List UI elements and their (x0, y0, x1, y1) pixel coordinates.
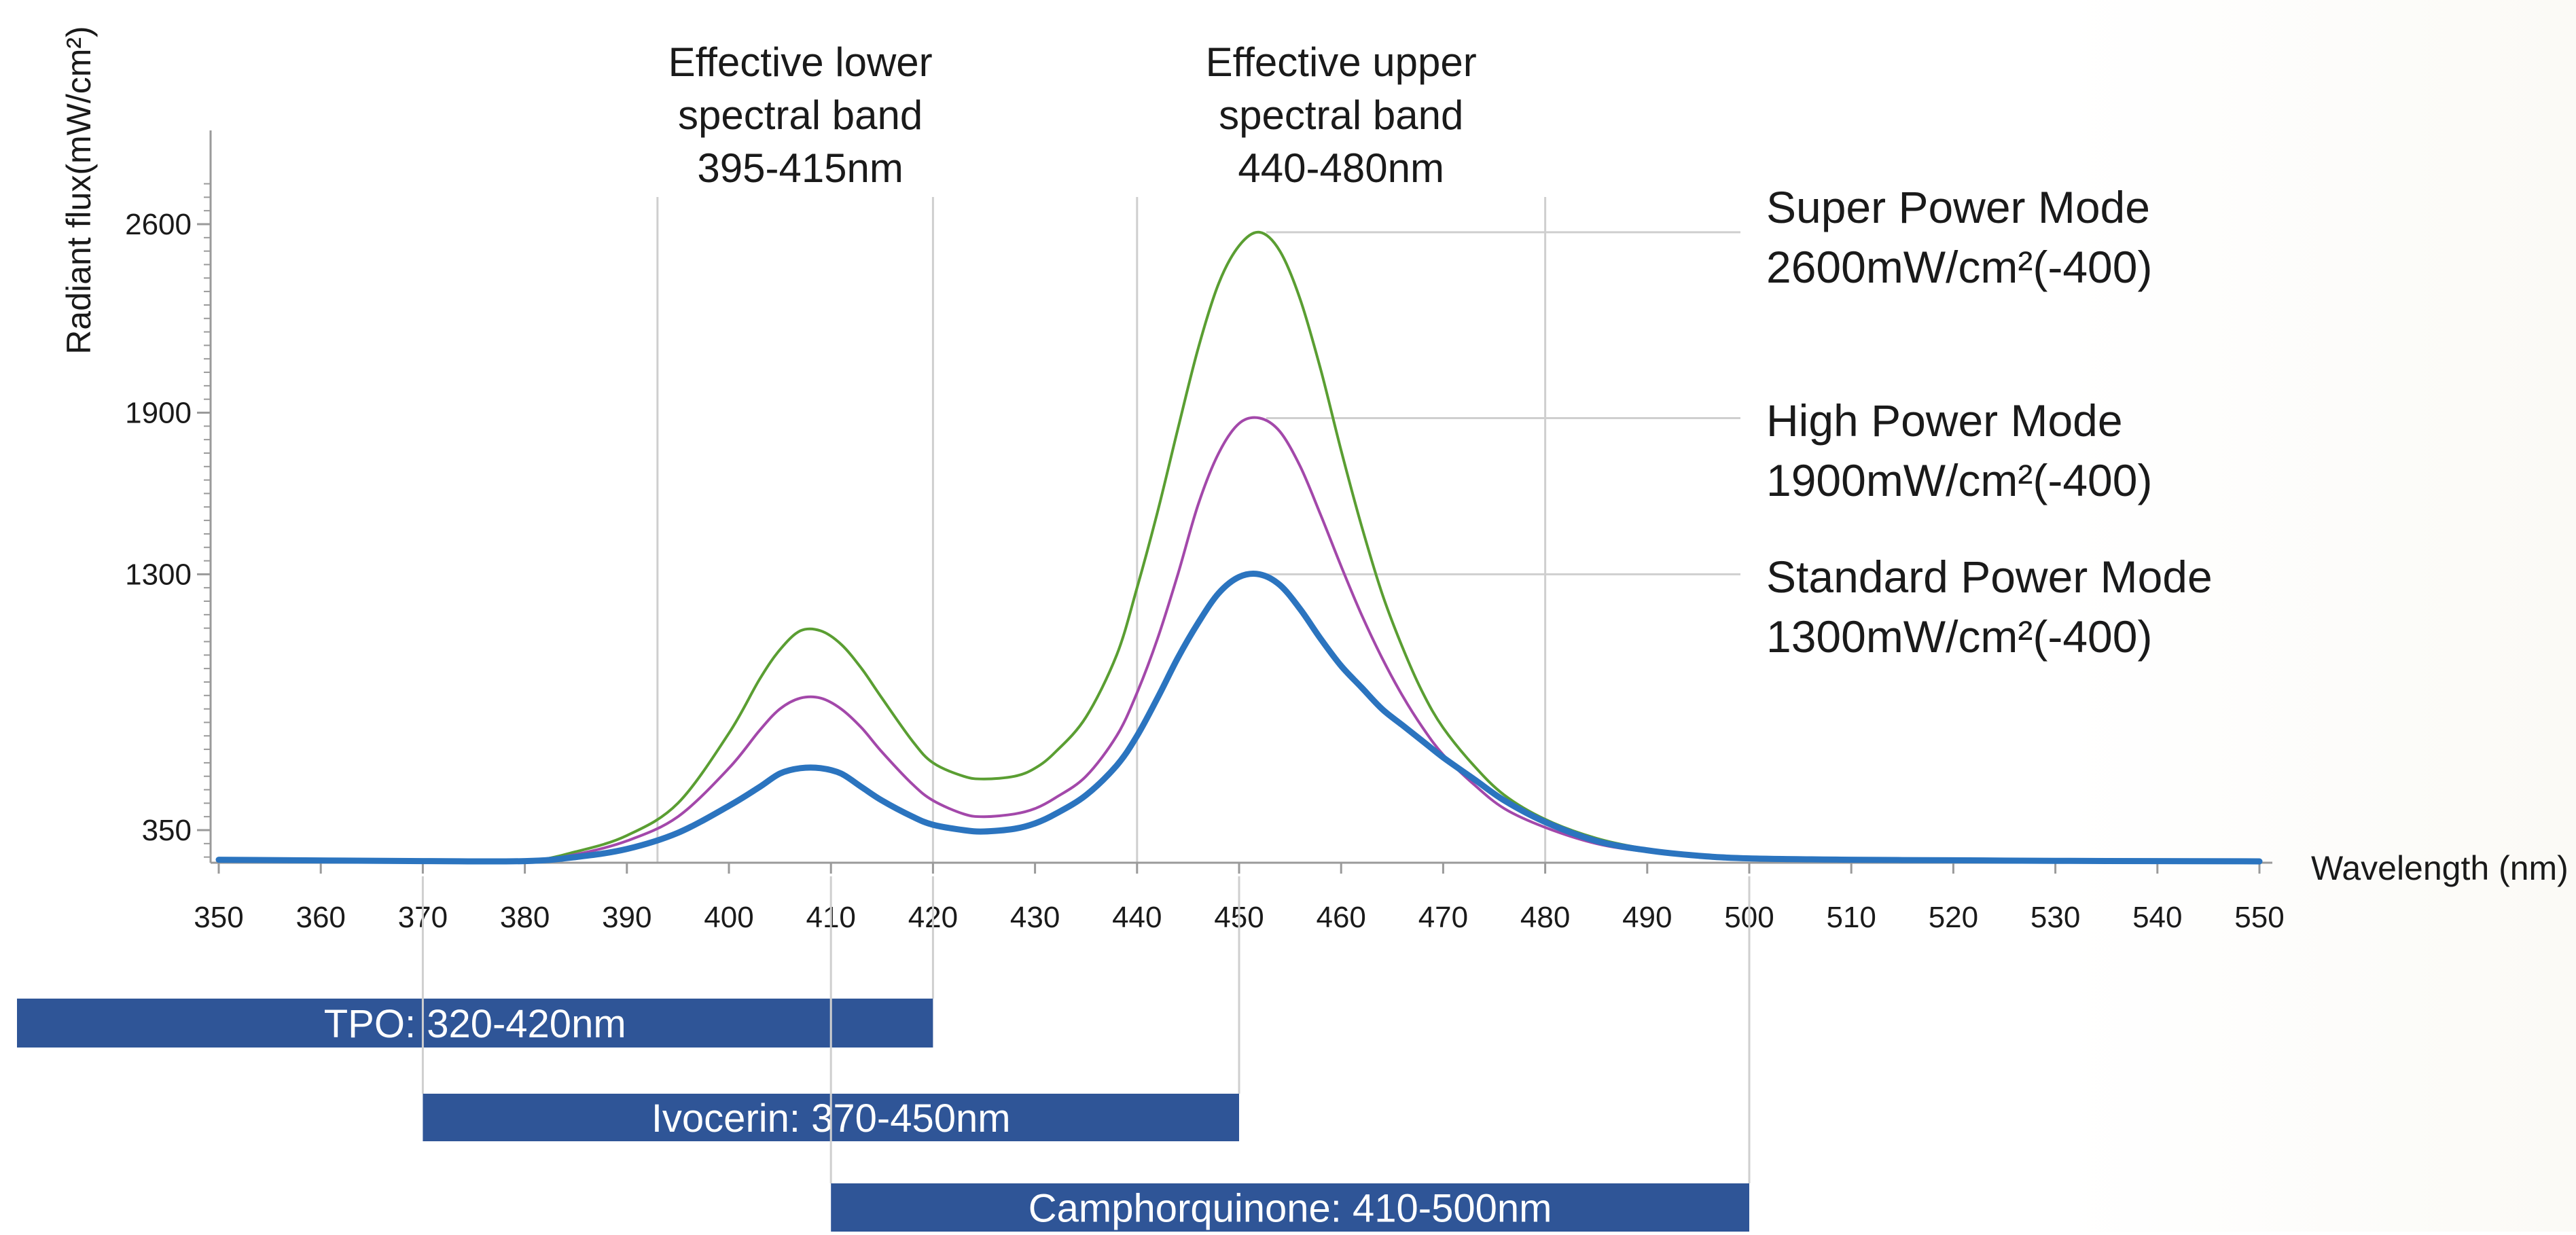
x-tick-label: 540 (2132, 901, 2182, 934)
y-axis-title: Radiant flux(mW/cm²) (60, 26, 98, 354)
band-annotation-line: spectral band (678, 92, 923, 138)
series-label-value: 1300mW/cm²(-400) (1766, 611, 2152, 662)
y-tick-label: 1300 (125, 558, 192, 591)
x-tick-label: 430 (1010, 901, 1060, 934)
x-axis-title: Wavelength (nm) (2311, 849, 2569, 887)
band-annotation-line: spectral band (1219, 92, 1463, 138)
photoinitiator-bar (831, 1183, 1749, 1232)
y-tick-label: 2600 (125, 208, 192, 241)
x-tick-label: 400 (704, 901, 753, 934)
x-tick-label: 520 (1929, 901, 1978, 934)
x-tick-label: 510 (1826, 901, 1876, 934)
photoinitiator-bar-label: Camphorquinone: 410-500nm (1028, 1187, 1552, 1231)
x-tick-label: 470 (1418, 901, 1468, 934)
series-label-name: Standard Power Mode (1766, 552, 2213, 602)
photoinitiator-bar-label: TPO: 320-420nm (324, 1002, 626, 1046)
band-annotations: Effective lower spectral band 395-415nm Eff… (668, 39, 1477, 191)
band-annotation-line: 440-480nm (1238, 145, 1444, 191)
x-tick-label: 350 (194, 901, 243, 934)
band-annotation-line: Effective upper (1206, 39, 1477, 85)
series-label-connectors (1266, 231, 1740, 575)
x-tick-label: 380 (500, 901, 550, 934)
y-tick-label: 1900 (125, 397, 192, 430)
x-tick-label: 530 (2031, 901, 2080, 934)
series-lines (215, 230, 2263, 865)
series-line-super-power-mode (217, 230, 2261, 864)
series-label-value: 2600mW/cm²(-400) (1766, 242, 2152, 292)
photoinitiator-bar (17, 999, 933, 1048)
series-line-standard-power-mode (215, 571, 2263, 865)
x-tick-label: 490 (1622, 901, 1672, 934)
x-tick-label: 460 (1316, 901, 1365, 934)
series-label-name: High Power Mode (1766, 395, 2123, 446)
x-tick-label: 360 (296, 901, 345, 934)
band-grid-lines (656, 197, 1547, 863)
x-tick-label: 440 (1112, 901, 1162, 934)
axes: 350 1300 1900 2600 Radiant flux(mW/cm²) 350 36… (60, 26, 2569, 934)
y-tick-label: 350 (142, 814, 192, 847)
x-tick-label: 480 (1520, 901, 1570, 934)
series-label-name: Super Power Mode (1766, 182, 2150, 232)
x-tick-label: 390 (602, 901, 651, 934)
series-label-value: 1900mW/cm²(-400) (1766, 455, 2152, 505)
series-labels: Super Power Mode 2600mW/cm²(-400) High Pow… (1766, 182, 2213, 662)
band-annotation-line: 395-415nm (697, 145, 904, 191)
band-annotation-line: Effective lower (668, 39, 933, 85)
x-tick-label: 550 (2234, 901, 2284, 934)
